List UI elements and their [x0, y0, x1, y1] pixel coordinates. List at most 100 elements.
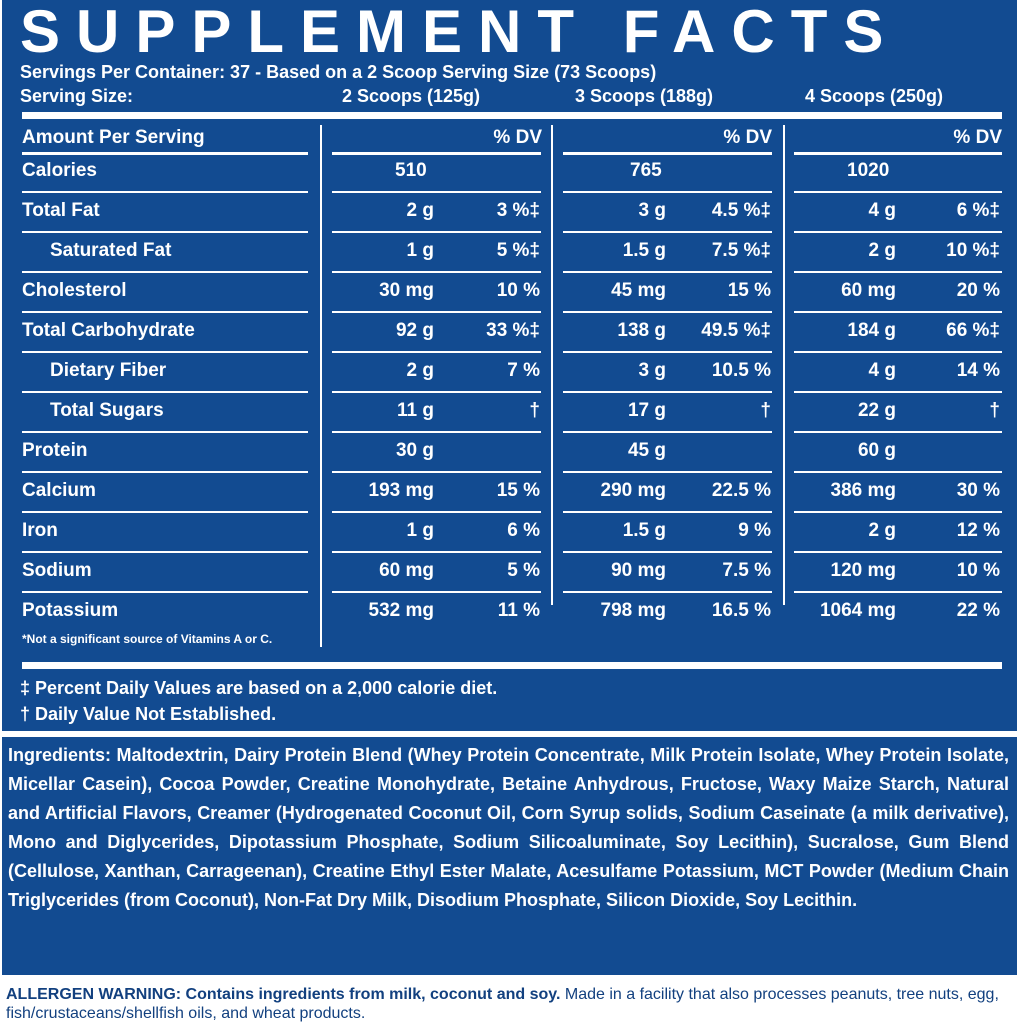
amount-per-serving-header: Amount Per Serving: [22, 127, 205, 148]
row-divider: [332, 191, 541, 193]
nutrient-name: Saturated Fat: [50, 240, 172, 261]
nutrient-dv: †: [989, 400, 1000, 421]
nutrient-amount: 1 g: [406, 520, 434, 541]
nutrient-dv: 14 %: [956, 360, 1000, 381]
nutrient-amount: 22 g: [857, 400, 896, 421]
nutrient-dv: 6 %‡: [956, 200, 1000, 221]
row-divider: [794, 391, 1002, 393]
nutrient-name: Sodium: [22, 560, 92, 581]
row-divider: [22, 311, 308, 313]
divider-bar: [22, 662, 1002, 669]
nutrient-dv: 30 %: [956, 480, 1000, 501]
row-divider: [332, 591, 541, 593]
row-divider: [794, 431, 1002, 433]
dv-header: % DV: [493, 127, 542, 148]
nutrient-dv: †: [760, 400, 771, 421]
nutrient-amount: 3 g: [638, 200, 666, 221]
row-divider: [794, 311, 1002, 313]
nutrient-amount: 765: [630, 160, 662, 181]
serving-size-4-scoops: 4 Scoops (250g): [805, 86, 944, 106]
nutrient-name: Cholesterol: [22, 280, 127, 301]
row-divider: [332, 431, 541, 433]
row-divider: [794, 271, 1002, 273]
column-divider: [320, 125, 322, 647]
nutrient-amount: 60 mg: [841, 280, 896, 301]
nutrient-dv: 3 %‡: [496, 200, 540, 221]
nutrient-dv: 7.5 %: [722, 560, 771, 581]
ingredients-list: Maltodextrin, Dairy Protein Blend (Whey …: [8, 745, 1009, 910]
nutrient-dv: 16.5 %: [711, 600, 771, 621]
nutrient-amount: 45 mg: [611, 280, 666, 301]
vitamin-note: *Not a significant source of Vitamins A …: [22, 632, 273, 646]
nutrient-dv: †: [529, 400, 540, 421]
row-divider: [22, 231, 308, 233]
row-divider: [332, 471, 541, 473]
column-divider: [551, 125, 553, 605]
nutrient-dv: 15 %: [496, 480, 540, 501]
nutrient-amount: 510: [395, 160, 427, 181]
footnote-not-established: † Daily Value Not Established.: [20, 704, 277, 724]
allergen-facility-text: Made in a facility that also processes p…: [6, 986, 999, 1022]
allergen-label: ALLERGEN WARNING: Contains ingredients f…: [6, 986, 561, 1003]
nutrient-amount: 1.5 g: [622, 520, 666, 541]
row-divider: [22, 511, 308, 513]
row-divider: [794, 471, 1002, 473]
dv-header: % DV: [723, 127, 772, 148]
row-divider: [563, 391, 772, 393]
servings-per-container: Servings Per Container: 37 - Based on a …: [20, 62, 657, 82]
nutrient-amount: 2 g: [868, 520, 896, 541]
row-divider: [563, 591, 772, 593]
nutrient-name: Calcium: [22, 480, 96, 501]
row-divider: [563, 471, 772, 473]
nutrient-dv: 9 %: [738, 520, 771, 541]
nutrient-amount: 30 g: [395, 440, 434, 461]
nutrient-dv: 10 %: [496, 280, 540, 301]
serving-size-3-scoops: 3 Scoops (188g): [575, 86, 714, 106]
nutrient-amount: 184 g: [847, 320, 896, 341]
nutrient-dv: 20 %: [956, 280, 1000, 301]
nutrient-amount: 17 g: [627, 400, 666, 421]
nutrient-amount: 60 g: [857, 440, 896, 461]
row-divider: [563, 231, 772, 233]
nutrient-dv: 5 %‡: [496, 240, 540, 261]
nutrient-amount: 1064 mg: [819, 600, 896, 621]
serving-size-label: Serving Size:: [20, 86, 134, 106]
nutrient-amount: 90 mg: [611, 560, 666, 581]
row-divider: [332, 311, 541, 313]
nutrient-amount: 138 g: [617, 320, 666, 341]
row-divider: [22, 391, 308, 393]
row-divider: [563, 271, 772, 273]
row-divider: [22, 152, 308, 155]
nutrient-amount: 60 mg: [379, 560, 434, 581]
nutrient-dv: 5 %: [507, 560, 540, 581]
nutrient-dv: 6 %: [507, 520, 540, 541]
nutrient-amount: 45 g: [627, 440, 666, 461]
nutrient-dv: 12 %: [956, 520, 1000, 541]
nutrient-dv: 11 %: [497, 600, 540, 621]
nutrient-dv: 66 %‡: [946, 320, 1000, 341]
nutrient-amount: 4 g: [868, 360, 896, 381]
row-divider: [794, 591, 1002, 593]
nutrient-name: Dietary Fiber: [50, 360, 167, 381]
ingredients-label: Ingredients:: [8, 745, 112, 765]
nutrient-dv: 10 %‡: [946, 240, 1000, 261]
row-divider: [563, 191, 772, 193]
nutrient-dv: 7.5 %‡: [711, 240, 771, 261]
panel-title: SUPPLEMENT FACTS: [20, 0, 900, 65]
nutrient-dv: 22.5 %: [711, 480, 771, 501]
row-divider: [332, 271, 541, 273]
nutrient-amount: 11 g: [397, 400, 434, 421]
nutrient-name: Calories: [22, 160, 97, 181]
nutrient-dv: 22 %: [956, 600, 1000, 621]
nutrient-dv: 10.5 %: [711, 360, 771, 381]
nutrient-dv: 33 %‡: [486, 320, 540, 341]
nutrient-name: Total Sugars: [50, 400, 164, 421]
row-divider: [332, 351, 541, 353]
nutrient-amount: 1020: [847, 160, 890, 181]
nutrient-amount: 92 g: [395, 320, 434, 341]
row-divider: [563, 551, 772, 553]
nutrient-dv: 49.5 %‡: [701, 320, 771, 341]
ingredients-panel: Ingredients: Maltodextrin, Dairy Protein…: [2, 737, 1017, 975]
nutrient-name: Total Carbohydrate: [22, 320, 195, 341]
row-divider: [794, 191, 1002, 193]
